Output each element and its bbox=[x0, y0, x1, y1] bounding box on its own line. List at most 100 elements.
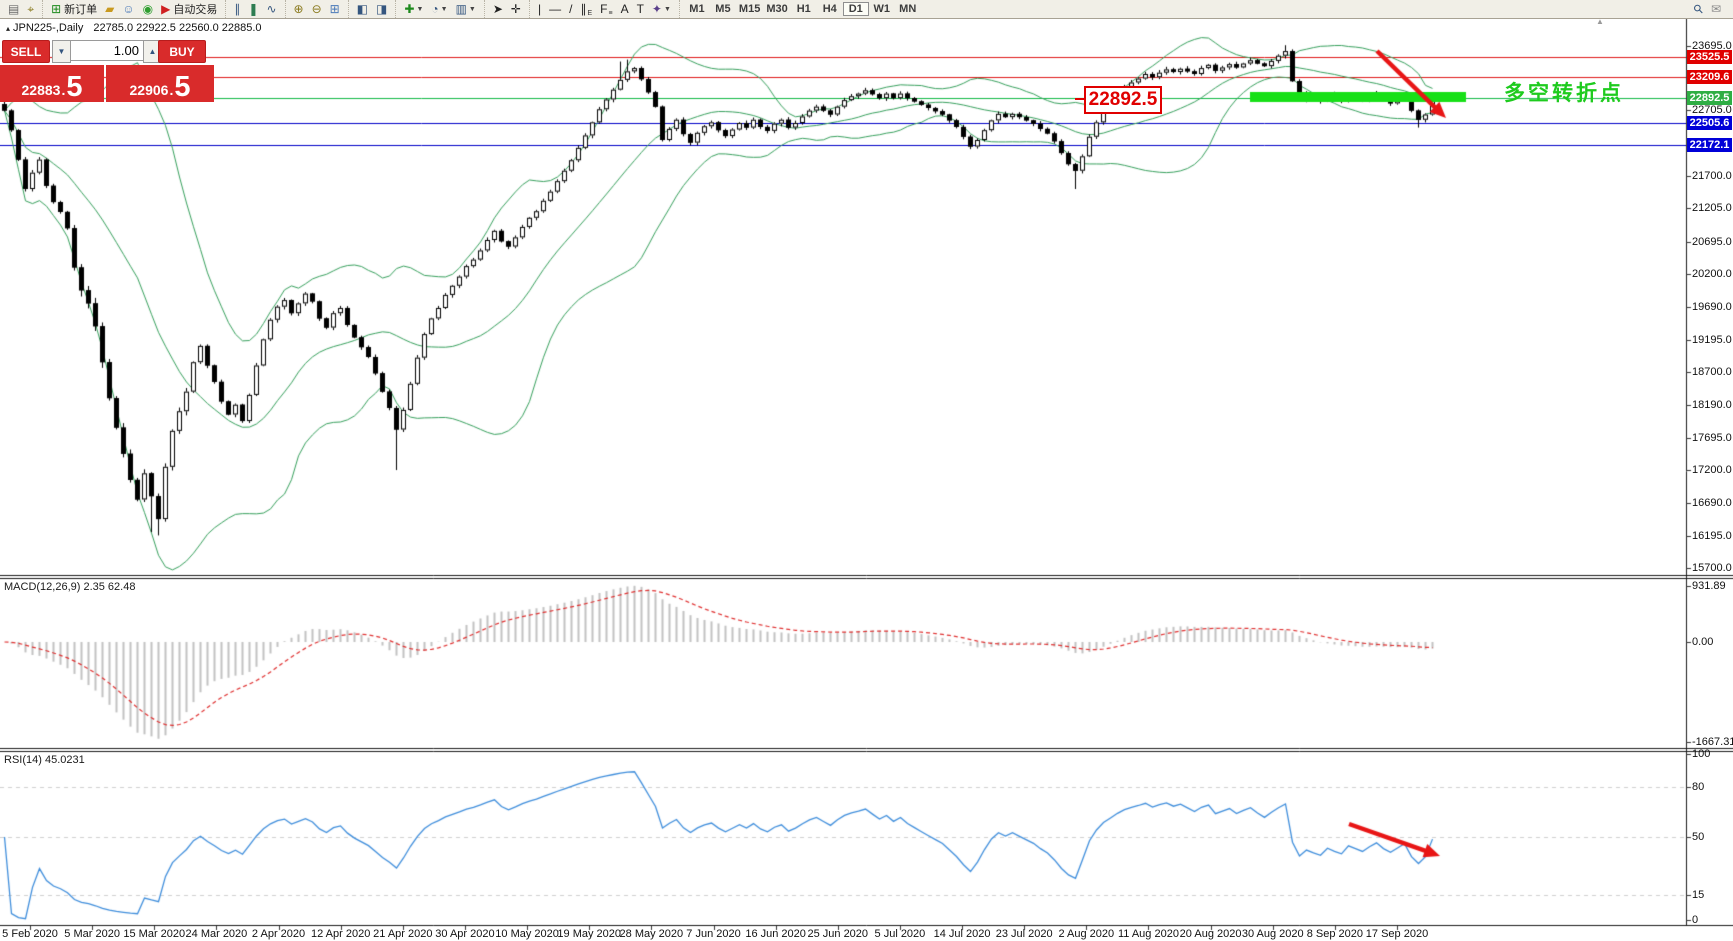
indicators-button[interactable]: ✚ ▼ bbox=[400, 0, 427, 18]
periods-dropdown-icon[interactable]: ▼ bbox=[440, 5, 448, 13]
tile-windows-button[interactable]: ⊞ bbox=[326, 0, 344, 18]
text-label-button[interactable]: T bbox=[633, 0, 648, 18]
line-chart-icon: ∿ bbox=[266, 2, 277, 16]
chart-shift-marker-icon[interactable]: ▲ bbox=[1596, 17, 1604, 26]
search-icon: ⚲ bbox=[1690, 0, 1707, 18]
data-window-button[interactable]: ⌖ bbox=[23, 0, 38, 18]
bar-chart-icon: ∥ bbox=[234, 2, 241, 16]
toolbar-groups: ▤ ⌖ ⊞ 新订单 ▰ ☺ ◉ ▶ 自动交易 ∥ ❚ ∿ ⊕ ⊖ ⊞ ◧ ◨ ✚ ▼ ◔ ▼ ▥ ▼ ➤ ✛ | — / ∥ E F ≡ A T ✦… bbox=[0, 0, 679, 18]
bar-chart-button[interactable]: ∥ bbox=[230, 0, 244, 18]
periods-button[interactable]: ◔ ▼ bbox=[427, 0, 451, 18]
timeframe-w1-button[interactable]: W1 bbox=[873, 3, 890, 15]
trendline-button[interactable]: / bbox=[565, 0, 576, 18]
rsi-scale-label: 15 bbox=[1692, 889, 1705, 901]
indicators-icon: ✚ bbox=[404, 2, 415, 16]
date-tick-label: 5 Mar 2020 bbox=[64, 928, 120, 940]
bid-point: . bbox=[61, 82, 66, 98]
timeframe-m30-button[interactable]: M30 bbox=[766, 3, 788, 15]
auto-trading-button[interactable]: ▶ 自动交易 bbox=[157, 0, 221, 18]
date-tick-label: 15 Mar 2020 bbox=[123, 928, 186, 940]
channel-icon: ∥ bbox=[580, 2, 587, 16]
chat-button[interactable]: ✉ bbox=[1707, 0, 1725, 18]
text-label-icon: T bbox=[636, 2, 644, 16]
search-button[interactable]: ⚲ bbox=[1690, 0, 1707, 18]
timeframe-h4-button[interactable]: H4 bbox=[822, 3, 837, 15]
text-icon: A bbox=[620, 2, 629, 16]
price-level-badge: 22172.1 bbox=[1687, 138, 1732, 152]
history-icon: ▰ bbox=[105, 2, 115, 16]
arrows-tool-button[interactable]: ✦ ▼ bbox=[648, 0, 675, 18]
price-level-badge: 23525.5 bbox=[1687, 50, 1732, 64]
profile-icon: ☺ bbox=[122, 2, 135, 16]
bull-bear-turning-point-annotation[interactable]: 多空转折点 bbox=[1504, 82, 1624, 105]
vertical-line-icon: | bbox=[537, 2, 542, 16]
price-tick-label: 19195.0 bbox=[1692, 334, 1732, 346]
text-button[interactable]: A bbox=[617, 0, 633, 18]
timeframe-m1-button[interactable]: M1 bbox=[689, 3, 705, 15]
chat-icon: ✉ bbox=[1710, 2, 1721, 16]
templates-dropdown-icon[interactable]: ▼ bbox=[468, 5, 476, 13]
buy-button[interactable]: BUY bbox=[158, 40, 206, 63]
date-tick-label: 14 Jul 2020 bbox=[933, 928, 991, 940]
zoom-out-button[interactable]: ⊖ bbox=[308, 0, 326, 18]
timeframe-m15-button[interactable]: M15 bbox=[738, 3, 761, 15]
horizontal-line-button[interactable]: — bbox=[545, 0, 565, 18]
auto-scroll-icon: ◧ bbox=[356, 2, 369, 16]
timeframe-m5-button[interactable]: M5 bbox=[715, 3, 731, 15]
fibonacci-button[interactable]: F ≡ bbox=[596, 0, 616, 18]
zoom-in-button[interactable]: ⊕ bbox=[290, 0, 308, 18]
bid-price-box[interactable]: 22883. 5 bbox=[0, 65, 104, 102]
date-tick-label: 17 Sep 2020 bbox=[1365, 928, 1429, 940]
profile-button[interactable]: ☺ bbox=[118, 0, 138, 18]
date-tick-label: 7 Jun 2020 bbox=[686, 928, 741, 940]
crosshair-icon: ✛ bbox=[510, 2, 521, 16]
chart-shift-button[interactable]: ◨ bbox=[372, 0, 391, 18]
price-tick-label: 20200.0 bbox=[1692, 268, 1732, 280]
price-level-badge: 22505.6 bbox=[1687, 116, 1732, 130]
bid-integer: 22883 bbox=[21, 82, 61, 98]
ohlc-values: 22785.0 22922.5 22560.0 22885.0 bbox=[93, 22, 262, 34]
ask-price-box[interactable]: 22906. 5 bbox=[106, 65, 214, 102]
price-tick-label: 17200.0 bbox=[1692, 464, 1732, 476]
vertical-line-button[interactable]: | bbox=[534, 0, 545, 18]
signal-button[interactable]: ◉ bbox=[139, 0, 157, 18]
periods-icon: ◔ bbox=[431, 2, 439, 16]
date-tick-label: 8 Sep 2020 bbox=[1306, 928, 1363, 940]
history-button[interactable]: ▰ bbox=[101, 0, 118, 18]
chart-window-button[interactable]: ▤ bbox=[4, 0, 23, 18]
date-tick-label: 21 Apr 2020 bbox=[373, 928, 433, 940]
volume-stepper: ▼ ▲ bbox=[52, 40, 162, 63]
channel-button[interactable]: ∥ E bbox=[576, 0, 596, 18]
price-tick-label: 21205.0 bbox=[1692, 202, 1732, 214]
date-tick-label: 25 Jun 2020 bbox=[807, 928, 869, 940]
data-window-icon: ⌖ bbox=[27, 2, 35, 16]
fibonacci-icon-sub: ≡ bbox=[608, 10, 613, 17]
candlestick-chart-button[interactable]: ❚ bbox=[244, 0, 262, 18]
line-chart-button[interactable]: ∿ bbox=[262, 0, 280, 18]
date-tick-label: 16 Jun 2020 bbox=[745, 928, 806, 940]
volume-down-button[interactable]: ▼ bbox=[52, 40, 71, 63]
timeframe-d1-button[interactable]: D1 bbox=[842, 2, 869, 16]
arrows-tool-dropdown-icon[interactable]: ▼ bbox=[663, 5, 671, 13]
timeframe-mn-button[interactable]: MN bbox=[899, 3, 917, 15]
auto-scroll-button[interactable]: ◧ bbox=[353, 0, 372, 18]
templates-button[interactable]: ▥ ▼ bbox=[452, 0, 480, 18]
price-level-label-box[interactable]: 22892.5 bbox=[1075, 86, 1162, 114]
sell-button[interactable]: SELL bbox=[2, 40, 50, 63]
cursor-button[interactable]: ➤ bbox=[489, 0, 507, 18]
timeframe-h1-button[interactable]: H1 bbox=[796, 3, 811, 15]
crosshair-button[interactable]: ✛ bbox=[507, 0, 525, 18]
order-row: SELL ▼ ▲ BUY bbox=[0, 40, 214, 63]
price-level-badge: 23209.6 bbox=[1687, 70, 1732, 84]
indicators-dropdown-icon[interactable]: ▼ bbox=[416, 5, 424, 13]
new-order-button[interactable]: ⊞ 新订单 bbox=[47, 0, 101, 18]
volume-input[interactable] bbox=[71, 40, 143, 61]
symbol-name: JPN225-,Daily bbox=[13, 22, 84, 34]
ask-pip-digit: 5 bbox=[174, 71, 191, 103]
date-tick-label: 5 Jul 2020 bbox=[874, 928, 926, 940]
toolbar-group-trade: ⊞ 新订单 ▰ ☺ ◉ ▶ 自动交易 bbox=[42, 0, 225, 18]
rsi-scale-label: 80 bbox=[1692, 781, 1705, 793]
collapse-panel-icon[interactable]: ▴ bbox=[6, 24, 11, 33]
